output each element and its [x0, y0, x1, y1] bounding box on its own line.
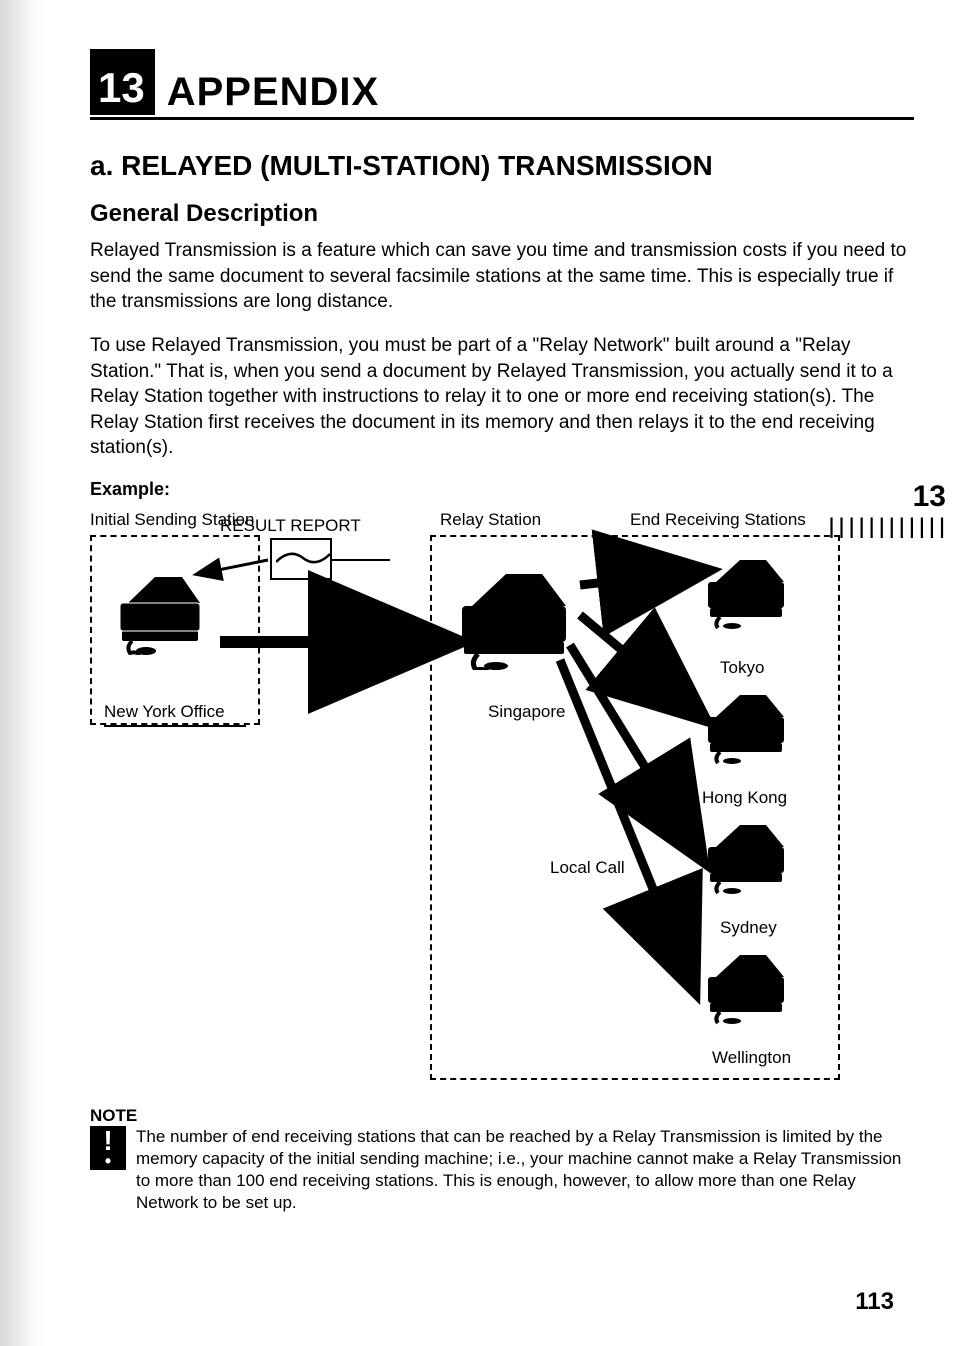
note-label: NOTE: [90, 1106, 137, 1126]
fax-icon-end-1: [700, 550, 800, 630]
side-tab: 13 ||||||||||||: [826, 480, 947, 538]
fax-icon-end-3: [700, 815, 800, 895]
fax-icon-sender: [110, 565, 220, 655]
label-end-2: Hong Kong: [702, 788, 787, 808]
label-end-stations: End Receiving Stations: [630, 510, 806, 530]
section-heading: a. RELAYED (MULTI-STATION) TRANSMISSION: [90, 150, 914, 182]
paragraph-2: To use Relayed Transmission, you must be…: [90, 333, 914, 461]
label-local-call: Local Call: [550, 858, 625, 878]
note-text: The number of end receiving stations tha…: [136, 1126, 914, 1214]
label-sender: New York Office: [104, 702, 225, 722]
page-number: 113: [855, 1288, 894, 1316]
label-relay-station: Relay Station: [440, 510, 541, 530]
label-result-report: RESULT REPORT: [220, 516, 361, 536]
fax-icon-end-2: [700, 685, 800, 765]
binding-shadow: [0, 0, 50, 1346]
report-icon: [270, 538, 332, 580]
label-relay: Singapore: [488, 702, 566, 722]
note-block: ! The number of end receiving stations t…: [90, 1108, 914, 1214]
sender-underline: [104, 725, 246, 727]
chapter-title: APPENDIX: [167, 70, 380, 115]
label-end-4: Wellington: [712, 1048, 791, 1068]
note-icon: !: [90, 1126, 126, 1170]
section-letter: a.: [90, 150, 113, 181]
side-tab-bars: ||||||||||||: [826, 514, 947, 538]
relay-diagram: Initial Sending Station Relay Station En…: [90, 510, 850, 1090]
chapter-number-badge: 13: [90, 49, 155, 115]
section-title: RELAYED (MULTI-STATION) TRANSMISSION: [121, 150, 713, 181]
subsection-heading: General Description: [90, 200, 914, 228]
fax-icon-end-4: [700, 945, 800, 1025]
paragraph-1: Relayed Transmission is a feature which …: [90, 238, 914, 315]
side-tab-number: 13: [826, 480, 947, 514]
chapter-header: 13 APPENDIX: [90, 70, 914, 120]
label-end-3: Sydney: [720, 918, 777, 938]
example-label: Example:: [90, 479, 914, 500]
label-end-1: Tokyo: [720, 658, 764, 678]
fax-icon-relay: [450, 560, 590, 670]
